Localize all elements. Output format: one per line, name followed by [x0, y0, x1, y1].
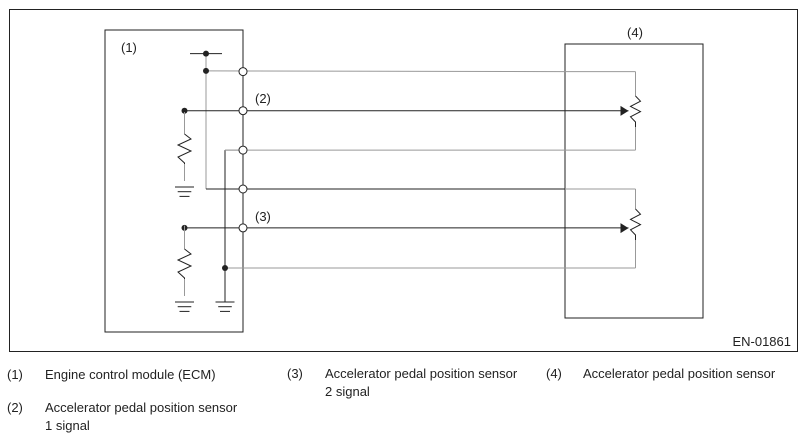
svg-text:(3): (3): [287, 366, 303, 381]
svg-text:2 signal: 2 signal: [325, 384, 370, 399]
svg-text:Accelerator pedal position sen: Accelerator pedal position sensor: [325, 366, 518, 381]
svg-text:Accelerator pedal position sen: Accelerator pedal position sensor: [583, 366, 776, 381]
svg-text:(4): (4): [627, 25, 643, 40]
svg-text:(4): (4): [546, 366, 562, 381]
svg-text:(3): (3): [255, 209, 271, 224]
svg-text:Engine control module (ECM): Engine control module (ECM): [45, 367, 216, 382]
svg-text:(1): (1): [121, 40, 137, 55]
svg-text:Accelerator pedal position sen: Accelerator pedal position sensor: [45, 400, 238, 415]
svg-text:1 signal: 1 signal: [45, 418, 90, 433]
svg-text:(2): (2): [255, 91, 271, 106]
svg-text:EN-01861: EN-01861: [732, 334, 791, 349]
svg-text:(2): (2): [7, 400, 23, 415]
svg-text:(1): (1): [7, 367, 23, 382]
